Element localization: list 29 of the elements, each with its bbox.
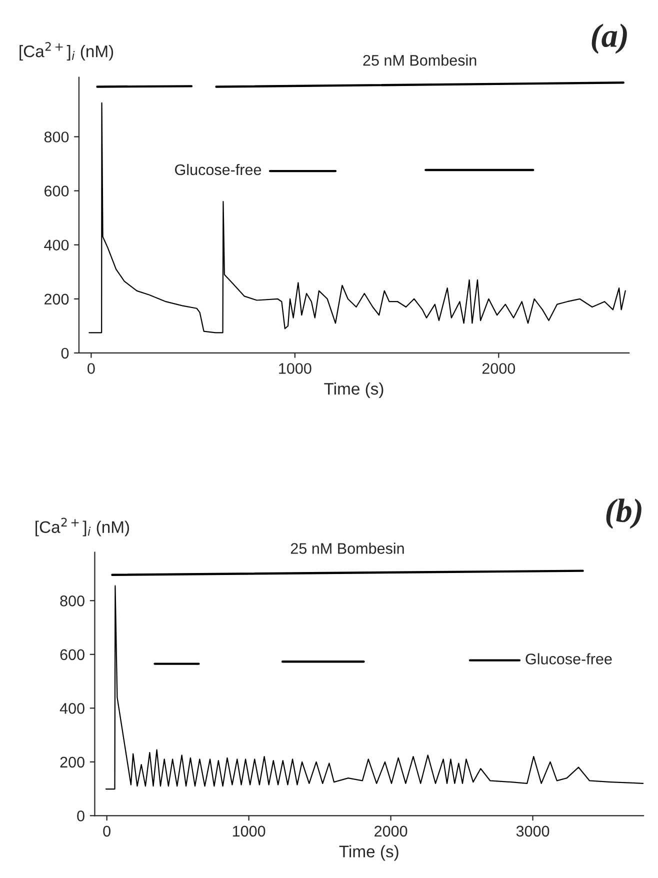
x-tick-label: 2000: [482, 363, 516, 374]
y-tick-label: 600: [44, 186, 69, 196]
chart-title: (a): [592, 24, 627, 54]
x-tick-label: 0: [103, 826, 110, 837]
series-label: 25 nM Bombesin: [363, 54, 476, 66]
line-series: [88, 102, 626, 334]
x-axis-title: Time (s): [324, 382, 384, 398]
y-tick-label: 0: [61, 348, 69, 359]
y-tick-label: 400: [44, 240, 69, 251]
y-tick-label: 800: [60, 596, 84, 606]
x-tick-label: 3000: [516, 826, 550, 837]
x-tick-label: 1000: [279, 363, 312, 374]
y-tick-label: 400: [60, 703, 84, 714]
series-label: 25 nM Bombesin: [290, 542, 404, 554]
y-tick-label: 800: [44, 132, 69, 142]
x-tick-label: 2000: [374, 826, 408, 837]
series-label: Glucose-free: [526, 653, 612, 664]
series-label: Glucose-free: [175, 164, 262, 176]
line-series: [105, 585, 644, 790]
x-tick-label: 0: [88, 363, 95, 374]
y-axis-title: [Ca$^{2+}$]$_{i}$ (nM): [20, 42, 114, 61]
x-axis-title: Time (s): [339, 845, 398, 861]
x-tick-label: 1000: [232, 826, 266, 837]
y-tick-label: 200: [44, 294, 69, 305]
y-tick-label: 600: [60, 649, 84, 660]
chart-title: (b): [606, 498, 642, 529]
y-tick-label: 0: [77, 810, 84, 822]
y-axis-title: [Ca$^{2+}$]$_{i}$ (nM): [36, 518, 130, 536]
y-tick-label: 200: [60, 756, 84, 768]
